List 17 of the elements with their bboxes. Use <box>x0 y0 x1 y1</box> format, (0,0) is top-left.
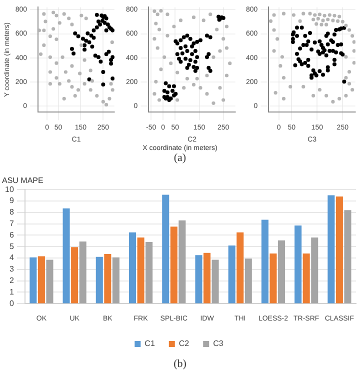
text: (a) <box>172 152 188 164</box>
y-tick-label: 1 <box>9 287 14 296</box>
y-tick-label: 7 <box>9 219 14 228</box>
y-tick-label: 9 <box>9 196 14 206</box>
y-tick-label: 8 <box>9 208 14 217</box>
y-tick-label: 2 <box>9 276 14 286</box>
legend-label: C2 <box>178 339 190 348</box>
y-tick-label: 4 <box>9 253 14 262</box>
legend-label: C1 <box>144 339 156 348</box>
text: (b) <box>172 358 188 370</box>
y-tick-label: 3 <box>9 264 14 274</box>
y-tick-label: 0 <box>9 298 14 308</box>
y-tick-label: 5 <box>9 242 14 251</box>
legend-label: C3 <box>213 339 224 348</box>
y-tick-label: 6 <box>9 230 14 240</box>
y-tick-label: 10 <box>4 184 14 194</box>
chart-title: ASU MAPE <box>2 176 44 186</box>
